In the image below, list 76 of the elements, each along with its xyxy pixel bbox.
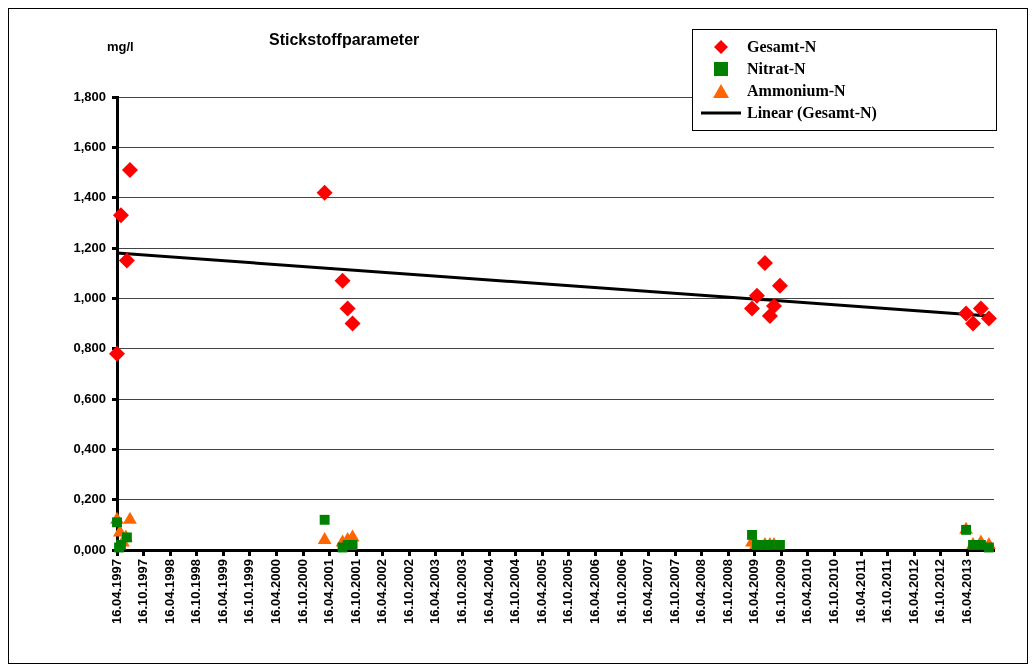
x-tick-label: 16.04.1999: [214, 559, 230, 625]
x-tick-label: 16.04.2011: [852, 559, 868, 624]
x-tick-label: 16.10.2011: [879, 559, 895, 624]
legend-label: Nitrat-N: [747, 60, 806, 78]
point: [118, 252, 135, 269]
point: [109, 345, 125, 362]
y-tick-label: 1,200: [73, 239, 106, 255]
y-tick-label: 0,400: [73, 440, 106, 456]
point: [319, 514, 330, 525]
y-tick-label: 1,000: [73, 289, 106, 305]
x-tick-label: 16.04.2000: [268, 559, 284, 625]
y-tick-label: 1,400: [73, 189, 106, 205]
x-tick-label: 16.04.2007: [639, 559, 655, 625]
x-tick-label: 16.10.2004: [507, 558, 523, 625]
y-tick-label: 1,600: [73, 138, 106, 154]
point: [965, 315, 982, 332]
x-tick-label: 16.10.2010: [826, 559, 842, 625]
point: [771, 277, 788, 294]
y-tick-label: 0,000: [73, 541, 106, 557]
y-axis-title: mg/l: [107, 39, 134, 54]
x-tick-label: 16.10.2009: [772, 559, 788, 625]
y-tick-label: 0,800: [73, 340, 106, 356]
x-tick-label: 16.04.2012: [905, 559, 921, 625]
x-tick-label: 16.04.1998: [161, 559, 177, 625]
point: [764, 540, 775, 550]
chart-title: Stickstoffparameter: [269, 31, 420, 49]
x-tick-label: 16.10.2001: [347, 559, 363, 625]
point: [123, 511, 137, 524]
legend-label: Linear (Gesamt-N): [747, 104, 877, 122]
x-tick-label: 16.04.1997: [108, 559, 124, 625]
x-tick-label: 16.04.2013: [958, 559, 974, 625]
point: [317, 531, 332, 544]
point: [112, 517, 122, 528]
x-tick-label: 16.04.2010: [799, 559, 815, 625]
point: [748, 287, 765, 304]
x-tick-label: 16.04.2003: [427, 559, 443, 625]
y-tick-label: 0,600: [73, 390, 106, 406]
x-tick-label: 16.04.2002: [374, 559, 390, 625]
legend-label: Ammonium-N: [747, 82, 846, 100]
point: [334, 272, 351, 289]
x-tick-label: 16.10.2003: [454, 559, 470, 625]
x-tick-label: 16.10.2012: [932, 559, 948, 625]
x-tick-label: 16.10.2006: [613, 559, 629, 625]
x-tick-label: 16.10.2007: [666, 559, 682, 625]
point: [756, 255, 773, 272]
y-tick-label: 1,800: [73, 88, 106, 104]
x-tick-label: 16.10.1997: [135, 559, 151, 625]
point: [316, 184, 333, 201]
point: [761, 307, 778, 324]
point: [747, 529, 757, 540]
x-tick-label: 16.04.2004: [480, 558, 496, 625]
point: [744, 300, 761, 317]
point: [765, 297, 782, 314]
x-tick-label: 16.10.2005: [560, 559, 576, 625]
x-tick-label: 16.04.2006: [586, 559, 602, 625]
point: [983, 542, 994, 553]
point: [112, 207, 129, 224]
x-tick-label: 16.10.1998: [188, 559, 204, 625]
legend-label: Gesamt-N: [747, 38, 817, 56]
x-tick-label: 16.10.2008: [719, 559, 735, 625]
x-tick-label: 16.04.2008: [693, 559, 709, 625]
point: [980, 310, 997, 327]
point: [347, 540, 358, 550]
point: [121, 161, 138, 178]
x-tick-label: 16.04.2009: [746, 559, 762, 625]
point: [972, 300, 989, 317]
y-tick-label: 0,200: [73, 491, 106, 507]
x-tick-label: 16.04.2001: [321, 559, 337, 625]
point: [339, 300, 356, 317]
point: [775, 540, 785, 550]
x-tick-label: 16.10.2000: [294, 559, 310, 625]
point: [344, 315, 361, 332]
x-tick-label: 16.04.2005: [533, 559, 549, 625]
x-tick-label: 16.10.2002: [400, 559, 416, 625]
x-tick-label: 16.10.1999: [241, 559, 257, 625]
point: [958, 305, 975, 322]
